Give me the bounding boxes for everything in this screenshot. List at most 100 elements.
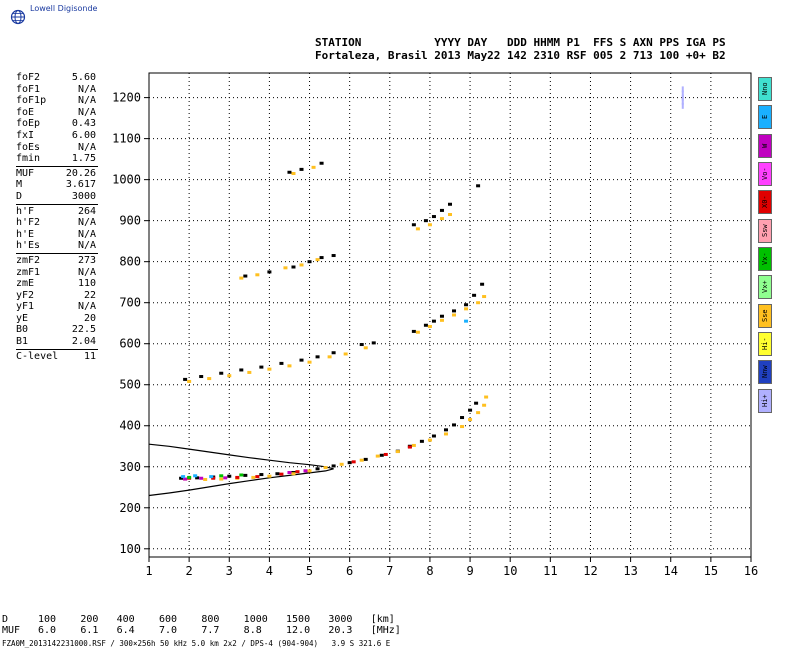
- echo-point: [411, 329, 416, 333]
- x-tick-label: 11: [543, 564, 557, 578]
- echo-point: [407, 445, 412, 449]
- echo-point: [482, 403, 487, 407]
- param-label: foF1: [16, 83, 41, 95]
- x-tick-label: 4: [266, 564, 273, 578]
- echo-point: [181, 475, 186, 479]
- echo-point: [460, 425, 465, 429]
- param-value: N/A: [77, 228, 96, 240]
- param-label: C-level: [16, 350, 59, 362]
- echo-point: [291, 472, 296, 476]
- param-label: zmF2: [16, 254, 41, 266]
- param-label: zmE: [16, 278, 35, 290]
- param-row: yF2 22: [2, 290, 98, 302]
- echo-point: [427, 438, 432, 442]
- echo-point: [291, 265, 296, 269]
- echo-point: [307, 260, 312, 264]
- muf-value: 8.8: [243, 625, 262, 636]
- param-label: M: [16, 179, 23, 191]
- param-label: h'F: [16, 205, 35, 217]
- legend-swatch-e: E: [758, 105, 772, 130]
- echo-point: [307, 360, 312, 364]
- echo-point: [431, 319, 436, 323]
- param-label: zmF1: [16, 266, 41, 278]
- muf-label: MUF: [2, 625, 21, 636]
- param-row: zmF1 N/A: [2, 267, 98, 279]
- echo-point: [363, 457, 368, 461]
- echo-point: [452, 309, 457, 313]
- x-tick-label: 9: [466, 564, 473, 578]
- echo-point: [464, 319, 469, 323]
- echo-point: [468, 418, 473, 422]
- param-label: h'Es: [16, 240, 41, 252]
- param-row: foEp 0.43: [2, 118, 98, 130]
- d-value: 200: [80, 614, 99, 625]
- y-tick-label: 1000: [112, 173, 141, 187]
- param-label: fxI: [16, 129, 35, 141]
- param-value: N/A: [77, 95, 96, 107]
- y-tick-label: 1100: [112, 132, 141, 146]
- param-row: h'F 264: [2, 206, 98, 218]
- param-row: foF2 5.60: [2, 72, 98, 84]
- echo-point: [183, 477, 188, 481]
- echo-point: [484, 395, 489, 399]
- x-tick-label: 1: [145, 564, 152, 578]
- echo-point: [193, 474, 198, 478]
- x-tick-label: 8: [426, 564, 433, 578]
- d-label: D: [2, 614, 9, 625]
- echo-point: [315, 258, 320, 262]
- echo-point: [255, 475, 260, 479]
- x-tick-label: 15: [704, 564, 718, 578]
- legend-swatch-nnw: Nnw: [758, 360, 772, 385]
- distance-muf-table: D 100 200 400 600 800 1000 1500 3000 [km] MUF 6.0 6.…: [2, 614, 407, 636]
- legend-swatch-vx: Vx+: [758, 275, 772, 300]
- echo-point: [243, 473, 248, 477]
- echo-point: [331, 464, 336, 468]
- echo-point: [203, 477, 208, 481]
- echo-point: [327, 355, 332, 359]
- muf-value: 6.1: [80, 625, 99, 636]
- echo-point: [375, 454, 380, 458]
- plot-area-frame: [148, 72, 752, 558]
- y-tick-label: 1200: [112, 91, 141, 105]
- echo-point: [681, 98, 684, 105]
- muf-value: 20.3: [328, 625, 353, 636]
- file-info-footer: FZA0M_2013142231000.RSF / 300×256h 50 kH…: [2, 639, 391, 648]
- y-tick-label: 100: [119, 542, 141, 556]
- echo-point: [287, 364, 292, 368]
- x-tick-label: 16: [744, 564, 758, 578]
- param-row: B0 22.5: [2, 324, 98, 336]
- param-row: zmF2 273: [2, 255, 98, 267]
- echo-point: [464, 307, 469, 311]
- echo-point: [259, 473, 264, 477]
- y-tick-label: 700: [119, 296, 141, 310]
- echo-point: [299, 263, 304, 267]
- echo-point: [472, 293, 477, 297]
- echo-point: [379, 453, 384, 457]
- param-row: MUF 20.26: [2, 168, 98, 180]
- param-label: fmin: [16, 153, 41, 165]
- muf-value: 7.0: [158, 625, 178, 636]
- echo-point: [681, 102, 684, 109]
- echo-point: [448, 202, 452, 206]
- param-row: foF1p N/A: [2, 95, 98, 107]
- param-row: foF1 N/A: [2, 84, 98, 96]
- echo-point: [415, 330, 420, 334]
- echo-point: [323, 466, 328, 470]
- param-row: yF1 N/A: [2, 301, 98, 313]
- echo-point: [452, 313, 457, 317]
- echo-point: [383, 452, 388, 456]
- echo-point: [443, 428, 448, 432]
- header-line-1: STATION YYYY DAY DDD HHMM P1 FFS S AXN P…: [315, 36, 726, 49]
- echo-point: [363, 346, 368, 350]
- echo-point: [219, 474, 224, 478]
- echo-point: [267, 367, 272, 371]
- param-row: yE 20: [2, 313, 98, 325]
- echo-point: [319, 161, 324, 165]
- param-value: 22.5: [71, 324, 96, 336]
- param-label: foEs: [16, 141, 41, 153]
- echo-point: [195, 476, 200, 480]
- legend-swatch-ssw: Ssw: [758, 218, 772, 243]
- echo-point: [227, 374, 232, 378]
- echo-point: [315, 355, 320, 359]
- echo-point: [307, 469, 312, 473]
